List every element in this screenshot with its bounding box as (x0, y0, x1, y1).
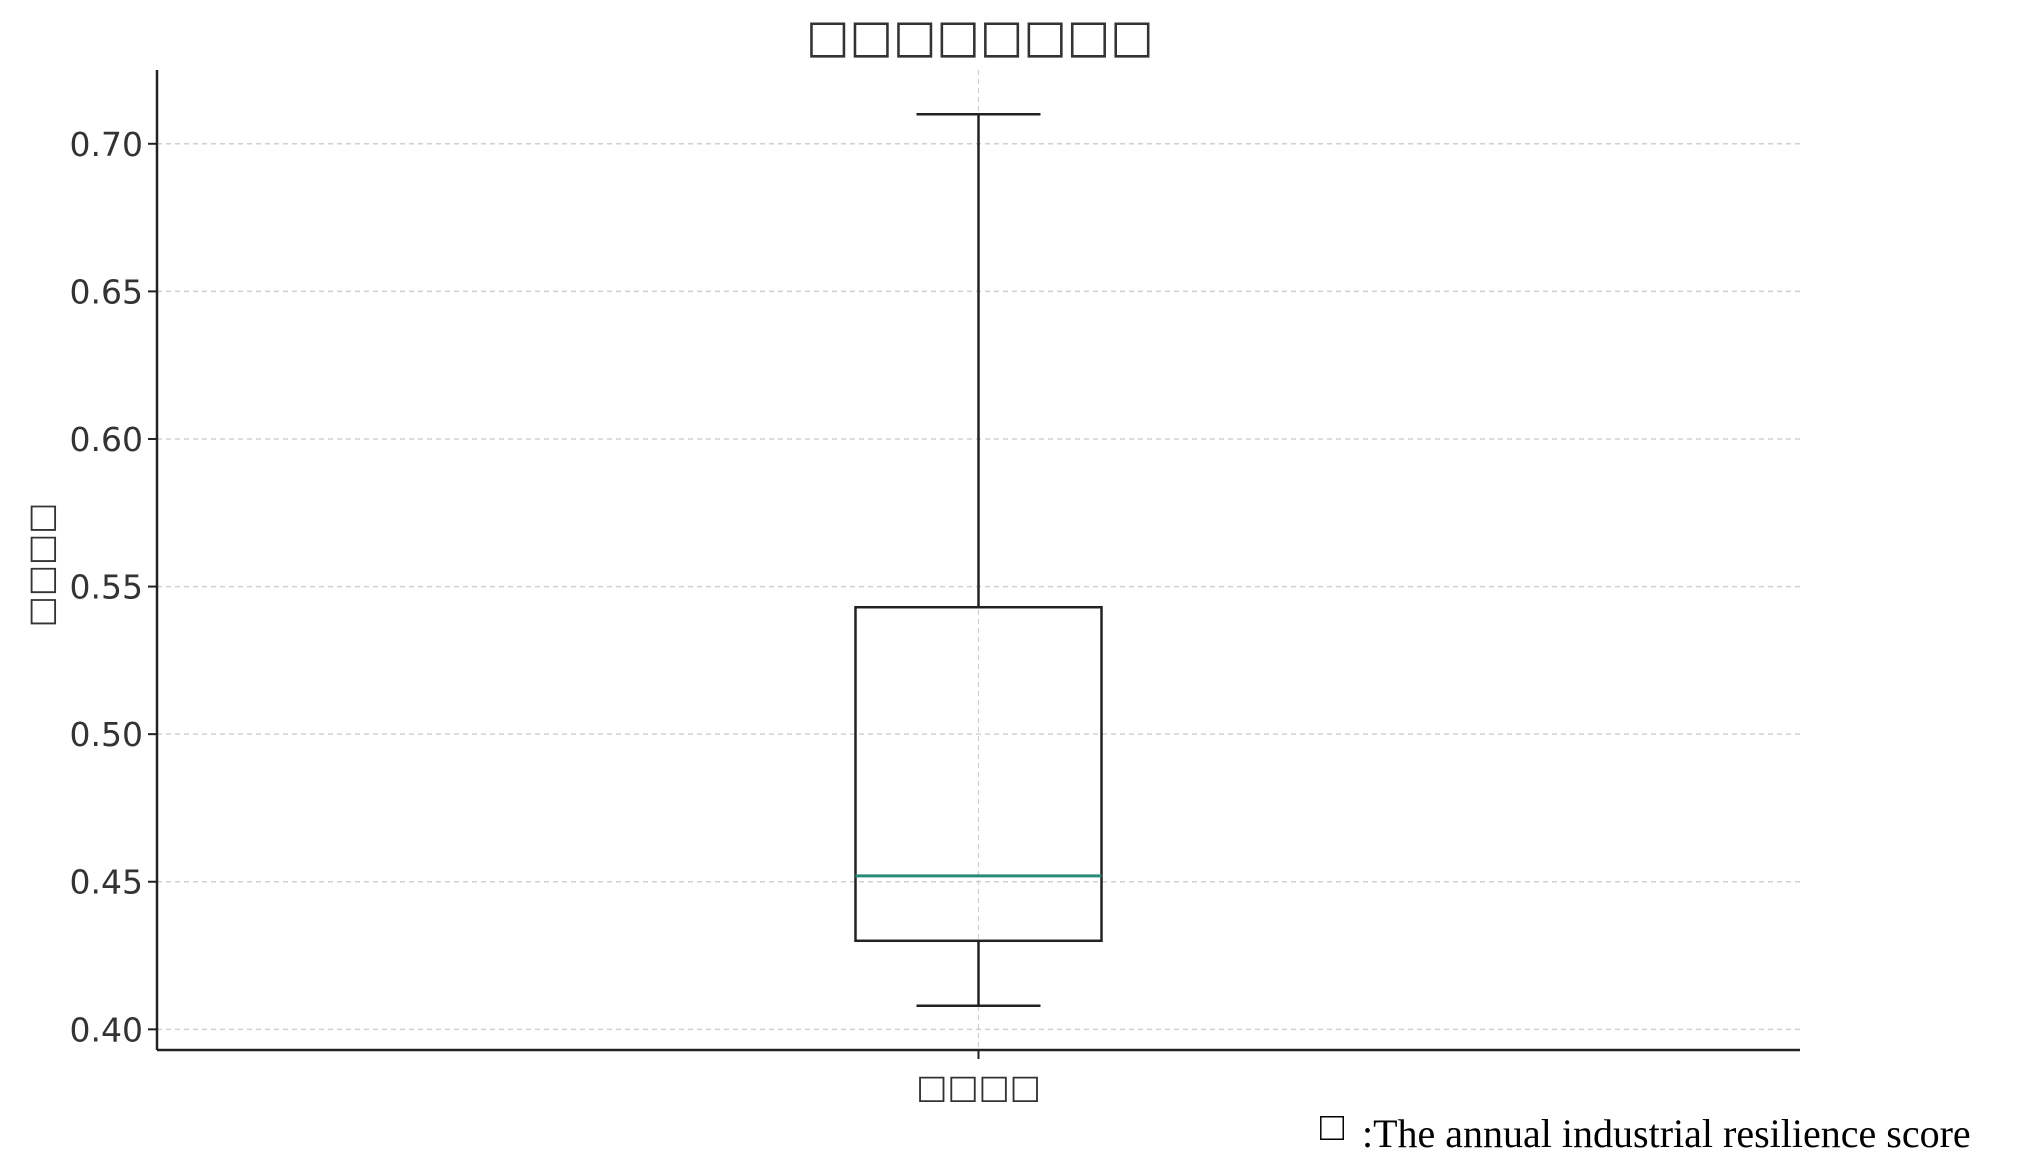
y-tick-label-5: 0.65 (70, 272, 143, 311)
x-tick-labels: □□□□ (916, 1050, 1041, 1106)
note-text: :The annual industrial resilience score (1362, 1111, 1971, 1156)
y-tick-label-6: 0.70 (70, 125, 143, 164)
y-tick-label-4: 0.60 (70, 420, 143, 459)
interquartile-box (854, 605, 1103, 943)
chart-title: □□□□□□□□ (806, 9, 1154, 63)
y-tick-label-3: 0.55 (70, 568, 143, 607)
y-tick-label-1: 0.45 (70, 863, 143, 902)
box-0 (854, 113, 1103, 1007)
box-series (854, 113, 1103, 1007)
y-tick-label-0: 0.40 (70, 1010, 143, 1049)
y-tick-label-2: 0.50 (70, 715, 143, 754)
y-axis-label: □□□□ (21, 503, 60, 628)
note-icon: □ (1320, 1104, 1344, 1149)
y-tick-labels: 0.40 0.45 0.50 0.55 0.60 0.65 0.70 (70, 125, 157, 1049)
x-tick-label-0: □□□□ (916, 1067, 1041, 1106)
